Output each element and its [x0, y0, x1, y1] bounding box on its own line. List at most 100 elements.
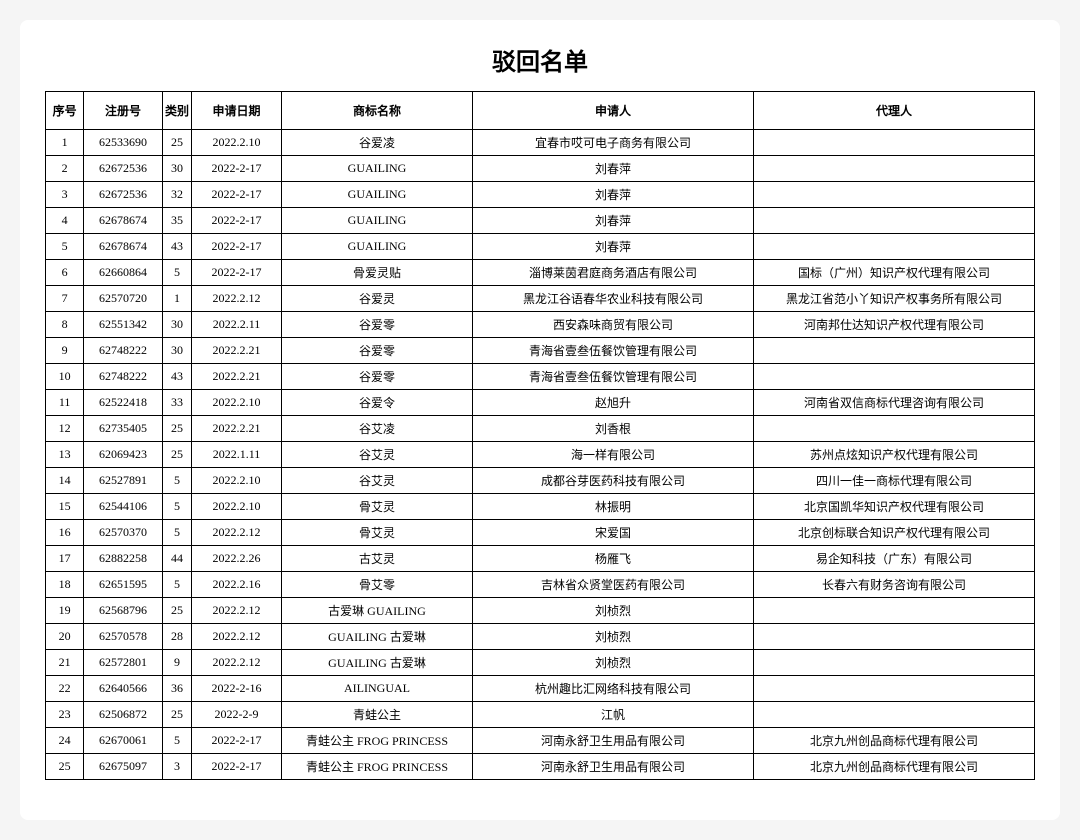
- table-row: 462678674352022-2-17GUAILING刘春萍: [46, 208, 1035, 234]
- cell: 10: [46, 364, 84, 390]
- table-row: 262672536302022-2-17GUAILING刘春萍: [46, 156, 1035, 182]
- cell: 35: [162, 208, 191, 234]
- cell: 28: [162, 624, 191, 650]
- cell: 62551342: [84, 312, 163, 338]
- table-row: 166257037052022.2.12骨艾灵宋爱国北京创标联合知识产权代理有限…: [46, 520, 1035, 546]
- cell: 13: [46, 442, 84, 468]
- cell: 15: [46, 494, 84, 520]
- cell: 62506872: [84, 702, 163, 728]
- cell: 2022.2.16: [192, 572, 282, 598]
- cell: [753, 364, 1034, 390]
- cell: 2022.2.12: [192, 598, 282, 624]
- cell: 青海省壹叁伍餐饮管理有限公司: [473, 338, 754, 364]
- cell: AILINGUAL: [281, 676, 472, 702]
- cell: 2022.2.21: [192, 416, 282, 442]
- cell: 骨艾零: [281, 572, 472, 598]
- cell: 刘桢烈: [473, 598, 754, 624]
- cell: 25: [162, 442, 191, 468]
- cell: 30: [162, 338, 191, 364]
- table-row: 216257280192022.2.12GUAILING 古爱琳刘桢烈: [46, 650, 1035, 676]
- cell: 62527891: [84, 468, 163, 494]
- cell: 北京国凯华知识产权代理有限公司: [753, 494, 1034, 520]
- cell: 成都谷芽医药科技有限公司: [473, 468, 754, 494]
- cell: 20: [46, 624, 84, 650]
- cell: [753, 338, 1034, 364]
- cell: 四川一佳一商标代理有限公司: [753, 468, 1034, 494]
- cell: 淄博莱茵君庭商务酒店有限公司: [473, 260, 754, 286]
- cell: [753, 416, 1034, 442]
- table-row: 1262735405252022.2.21谷艾凌刘香根: [46, 416, 1035, 442]
- cell: 62570720: [84, 286, 163, 312]
- table-row: 862551342302022.2.11谷爱零西安森味商贸有限公司河南邦仕达知识…: [46, 312, 1035, 338]
- col-reg: 注册号: [84, 92, 163, 130]
- cell: 36: [162, 676, 191, 702]
- cell: 5: [162, 520, 191, 546]
- cell: 43: [162, 234, 191, 260]
- cell: 32: [162, 182, 191, 208]
- col-date: 申请日期: [192, 92, 282, 130]
- cell: 33: [162, 390, 191, 416]
- cell: 5: [162, 494, 191, 520]
- cell: 18: [46, 572, 84, 598]
- cell: 杭州趣比汇网络科技有限公司: [473, 676, 754, 702]
- cell: 吉林省众贤堂医药有限公司: [473, 572, 754, 598]
- cell: GUAILING: [281, 156, 472, 182]
- cell: GUAILING 古爱琳: [281, 650, 472, 676]
- cell: GUAILING: [281, 234, 472, 260]
- table-header-row: 序号 注册号 类别 申请日期 商标名称 申请人 代理人: [46, 92, 1035, 130]
- cell: 2: [46, 156, 84, 182]
- cell: 44: [162, 546, 191, 572]
- cell: 9: [46, 338, 84, 364]
- cell: 1: [46, 130, 84, 156]
- cell: GUAILING: [281, 182, 472, 208]
- cell: 12: [46, 416, 84, 442]
- table-row: 562678674432022-2-17GUAILING刘春萍: [46, 234, 1035, 260]
- cell: 2022.2.12: [192, 286, 282, 312]
- table-row: 162533690252022.2.10谷爱凌宜春市哎可电子商务有限公司: [46, 130, 1035, 156]
- cell: 刘春萍: [473, 234, 754, 260]
- cell: 62672536: [84, 156, 163, 182]
- cell: 刘桢烈: [473, 624, 754, 650]
- cell: 2022.2.21: [192, 364, 282, 390]
- cell: 刘春萍: [473, 156, 754, 182]
- cell: GUAILING: [281, 208, 472, 234]
- cell: 25: [162, 416, 191, 442]
- rejection-table: 序号 注册号 类别 申请日期 商标名称 申请人 代理人 162533690252…: [45, 91, 1035, 780]
- table-row: 1762882258442022.2.26古艾灵杨雁飞易企知科技（广东）有限公司: [46, 546, 1035, 572]
- cell: 赵旭升: [473, 390, 754, 416]
- cell: [753, 208, 1034, 234]
- cell: 宜春市哎可电子商务有限公司: [473, 130, 754, 156]
- cell: 62069423: [84, 442, 163, 468]
- cell: [753, 156, 1034, 182]
- cell: 5: [46, 234, 84, 260]
- cell: 62651595: [84, 572, 163, 598]
- cell: 5: [162, 572, 191, 598]
- cell: 刘春萍: [473, 208, 754, 234]
- cell: 谷爱零: [281, 338, 472, 364]
- cell: 62570370: [84, 520, 163, 546]
- cell: 谷艾凌: [281, 416, 472, 442]
- cell: 谷爱零: [281, 364, 472, 390]
- cell: 8: [46, 312, 84, 338]
- cell: 2022.2.10: [192, 390, 282, 416]
- cell: [753, 234, 1034, 260]
- cell: 河南省双信商标代理咨询有限公司: [753, 390, 1034, 416]
- cell: 2022.1.11: [192, 442, 282, 468]
- cell: 2022.2.10: [192, 130, 282, 156]
- cell: 62670061: [84, 728, 163, 754]
- table-row: 246267006152022-2-17青蛙公主 FROG PRINCESS河南…: [46, 728, 1035, 754]
- cell: [753, 676, 1034, 702]
- cell: 2022-2-9: [192, 702, 282, 728]
- cell: 2022.2.12: [192, 650, 282, 676]
- page-title: 驳回名单: [45, 42, 1035, 77]
- cell: 2022-2-17: [192, 182, 282, 208]
- cell: 西安森味商贸有限公司: [473, 312, 754, 338]
- cell: 62748222: [84, 364, 163, 390]
- cell: 2022-2-17: [192, 208, 282, 234]
- cell: 青蛙公主 FROG PRINCESS: [281, 754, 472, 780]
- cell: 62568796: [84, 598, 163, 624]
- cell: 长春六有财务咨询有限公司: [753, 572, 1034, 598]
- cell: 青蛙公主 FROG PRINCESS: [281, 728, 472, 754]
- cell: 5: [162, 468, 191, 494]
- cell: 2022.2.21: [192, 338, 282, 364]
